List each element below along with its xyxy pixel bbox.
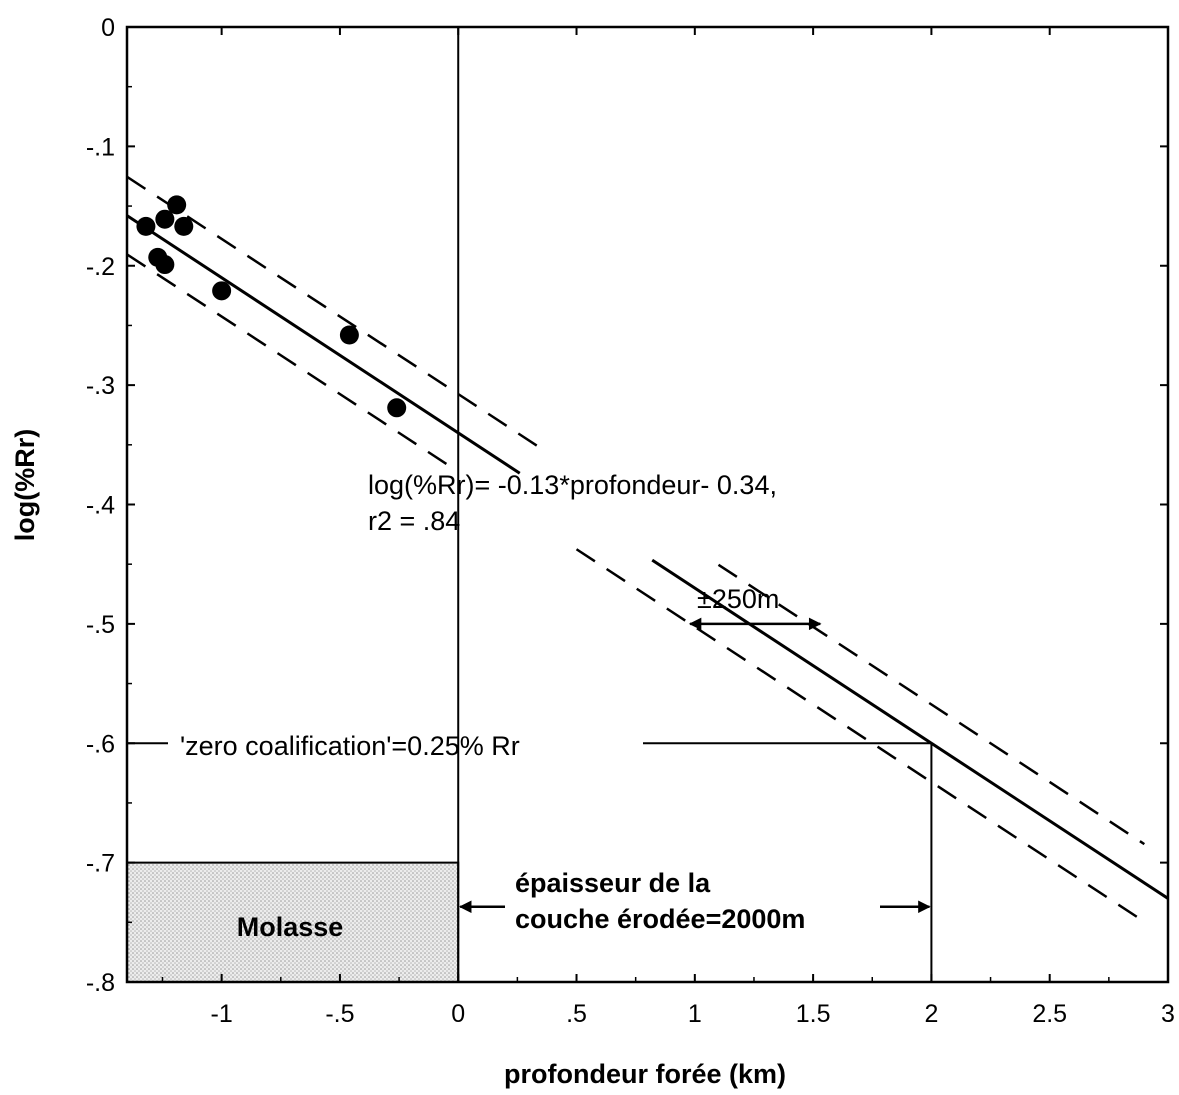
plot-frame [125, 25, 1170, 984]
x-tick-label: .5 [566, 1000, 587, 1028]
x-axis-title: profondeur forée (km) [504, 1059, 786, 1089]
y-tick-label: -.8 [86, 969, 115, 997]
zero-coalification-label: 'zero coalification'=0.25% Rr [180, 731, 520, 761]
data-point [174, 216, 194, 236]
upper-band-line [126, 175, 542, 450]
data-point [155, 255, 175, 275]
y-axis-title: log(%Rr) [10, 429, 40, 541]
data-point [387, 398, 407, 418]
x-tick-label: 2 [924, 1000, 938, 1028]
molasse-box [126, 861, 460, 983]
lower-band-line-b [575, 548, 1146, 923]
x-tick-label: 1 [688, 1000, 702, 1028]
data-point [167, 195, 187, 215]
y-tick-label: -.4 [86, 492, 115, 520]
equation-line-2: r2 = .84 [368, 506, 460, 536]
eroded-label-1: épaisseur de la [515, 868, 711, 898]
y-tick-label: -.3 [86, 372, 115, 400]
y-axis-ticks: 0 -.1 -.2 -.3 -.4 -.5 -.6 -.7 -.8 [86, 14, 1168, 997]
y-tick-label: 0 [101, 14, 115, 42]
x-tick-label: 1.5 [796, 1000, 831, 1028]
equation-line-1: log(%Rr)= -0.13*profondeur- 0.34, [368, 470, 777, 500]
x-tick-label: 0 [451, 1000, 465, 1028]
data-point [155, 209, 175, 229]
y-tick-label: -.7 [86, 850, 115, 878]
regression-line-a [126, 214, 521, 475]
lower-band-line [126, 253, 448, 465]
data-points [136, 195, 407, 418]
molasse-label: Molasse [237, 912, 344, 942]
data-point [136, 216, 156, 236]
x-tick-label: -1 [211, 1000, 233, 1028]
x-tick-label: 3 [1161, 1000, 1175, 1028]
upper-band-line-b [717, 563, 1146, 846]
x-axis-ticks: -1 -.5 0 .5 1 1.5 2 2.5 3 [161, 27, 1175, 1028]
x-tick-label: 2.5 [1032, 1000, 1067, 1028]
y-tick-label: -.6 [86, 730, 115, 758]
regression-line-b [651, 558, 1169, 900]
band-label: ±250m [697, 584, 779, 614]
data-point [212, 281, 232, 301]
eroded-label-2: couche érodée=2000m [515, 904, 805, 934]
x-tick-label: -.5 [325, 1000, 354, 1028]
data-point [339, 325, 359, 345]
y-tick-label: -.1 [86, 133, 115, 161]
y-tick-label: -.2 [86, 253, 115, 281]
y-tick-label: -.5 [86, 611, 115, 639]
